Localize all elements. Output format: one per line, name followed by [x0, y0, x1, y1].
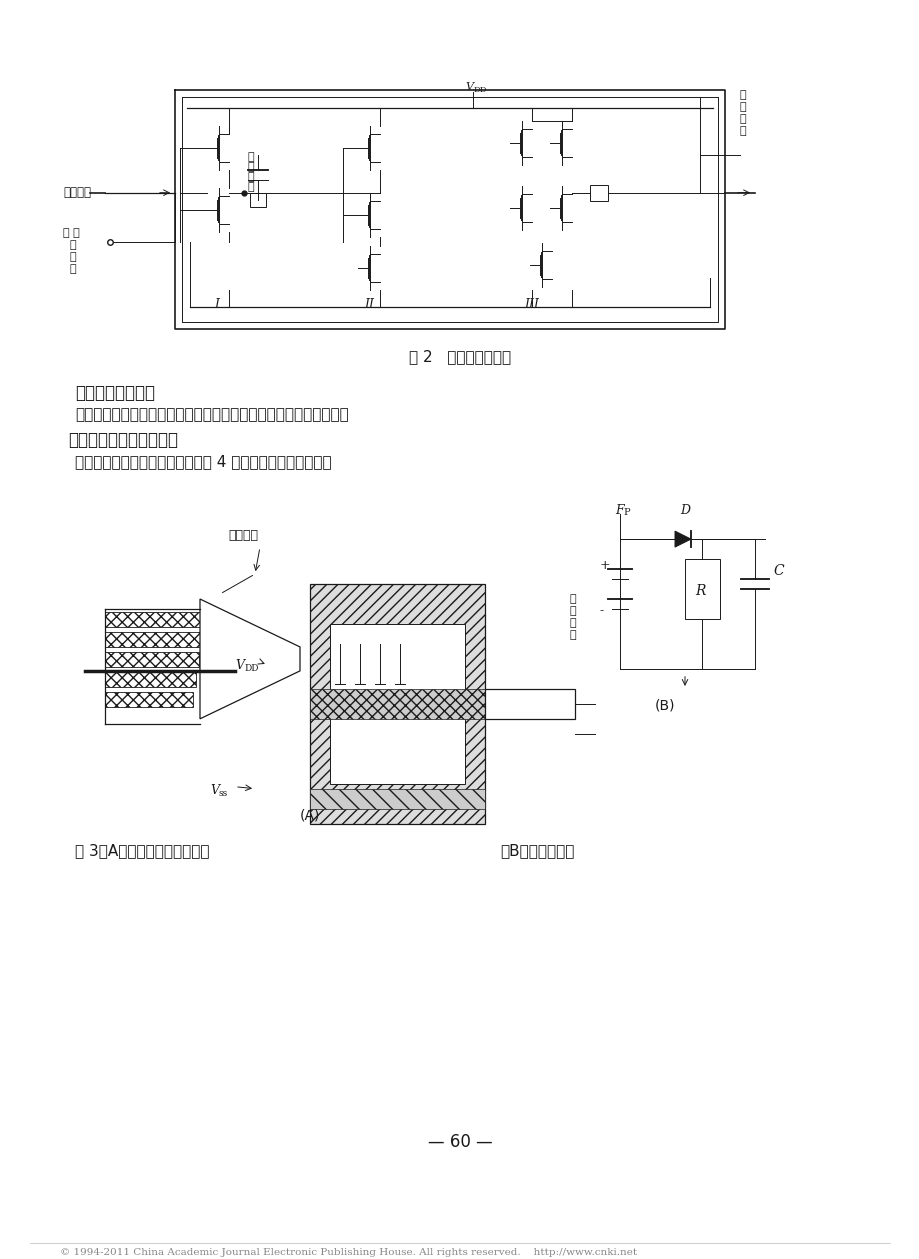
- Text: 装: 装: [570, 594, 576, 604]
- Text: DD: DD: [244, 663, 258, 672]
- Text: +: +: [599, 559, 610, 572]
- Text: 验: 验: [70, 239, 76, 249]
- Text: ss: ss: [219, 788, 228, 798]
- Polygon shape: [675, 531, 690, 548]
- Text: 装定电极: 装定电极: [228, 529, 257, 543]
- Text: 输: 输: [739, 113, 746, 123]
- Bar: [310, 788, 484, 808]
- Bar: [105, 612, 205, 627]
- Bar: [589, 185, 607, 200]
- Text: V: V: [210, 783, 219, 797]
- Text: — 60 —: — 60 —: [427, 1133, 492, 1151]
- Bar: [105, 692, 193, 706]
- Text: 入: 入: [739, 126, 746, 136]
- Text: 出: 出: [70, 263, 76, 273]
- Text: C: C: [772, 564, 783, 578]
- Text: 装: 装: [248, 152, 255, 161]
- Text: II: II: [364, 297, 374, 311]
- Bar: [330, 624, 464, 783]
- Text: 校: 校: [739, 89, 746, 99]
- Text: F: F: [614, 504, 623, 517]
- Text: V: V: [234, 658, 244, 672]
- Text: 图 2   输入、输出接口: 图 2 输入、输出接口: [408, 350, 511, 364]
- Text: 八、启动计时机构: 八、启动计时机构: [75, 384, 154, 403]
- Bar: [685, 559, 720, 619]
- Text: 发射后的启动计时，靠惯性开关实现。关于惯性开关设计这里从略。: 发射后的启动计时，靠惯性开关实现。关于惯性开关设计这里从略。: [75, 408, 348, 422]
- Text: D: D: [679, 504, 689, 517]
- Bar: [250, 193, 266, 206]
- Text: 图 3（A）装定器接头与引信头: 图 3（A）装定器接头与引信头: [75, 844, 210, 859]
- Text: 电: 电: [570, 618, 576, 628]
- Text: (A): (A): [300, 808, 320, 822]
- Text: 定: 定: [248, 161, 255, 171]
- Text: 输: 输: [248, 171, 255, 181]
- Text: 出: 出: [248, 181, 255, 191]
- Bar: [105, 672, 196, 687]
- Bar: [310, 689, 484, 719]
- Bar: [105, 632, 202, 647]
- Text: 一 校: 一 校: [62, 228, 80, 238]
- Text: 输: 输: [70, 252, 76, 262]
- Text: (B): (B): [654, 699, 675, 713]
- Text: R: R: [694, 584, 705, 598]
- Bar: [484, 689, 574, 719]
- Text: 流: 流: [570, 630, 576, 640]
- Text: P: P: [622, 509, 629, 517]
- Text: 定: 定: [570, 606, 576, 616]
- Text: 验: 验: [739, 102, 746, 112]
- Text: V: V: [464, 82, 472, 92]
- Text: 装定输入: 装定输入: [62, 185, 91, 199]
- Text: 九、线路图与时序逻辑图: 九、线路图与时序逻辑图: [68, 432, 177, 449]
- Polygon shape: [199, 599, 300, 719]
- Bar: [105, 652, 199, 667]
- Text: I: I: [214, 297, 220, 311]
- Text: III: III: [524, 297, 539, 311]
- Text: © 1994-2011 China Academic Journal Electronic Publishing House. All rights reser: © 1994-2011 China Academic Journal Elect…: [60, 1248, 637, 1256]
- Text: DD: DD: [473, 86, 487, 94]
- Text: -: -: [599, 604, 604, 617]
- Text: 利用上述单元，组成引信线路如图 4 所示。其功能毬需赘述。: 利用上述单元，组成引信线路如图 4 所示。其功能毬需赘述。: [75, 454, 331, 470]
- Text: （B）抗干扰电路: （B）抗干扰电路: [499, 844, 573, 859]
- Bar: [310, 584, 484, 823]
